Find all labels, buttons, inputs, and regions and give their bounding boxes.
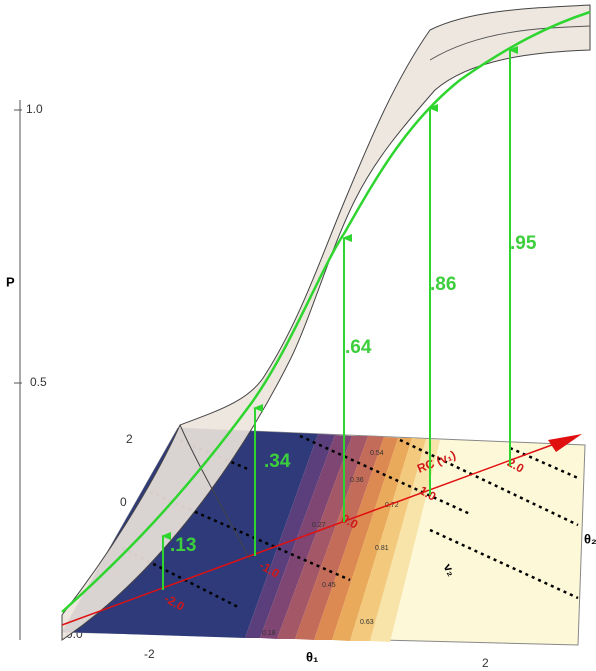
theta1-label: θ₁ xyxy=(306,649,318,664)
probability-label: .64 xyxy=(345,337,372,358)
contour-label: 0.54 xyxy=(370,450,384,457)
probability-label: .95 xyxy=(510,233,537,254)
contour-label: 0.18 xyxy=(262,630,276,637)
dotted-line xyxy=(429,528,579,600)
rc-arrowhead xyxy=(548,434,582,452)
p-tick: 1.0 xyxy=(26,102,43,116)
probability-label: .13 xyxy=(170,535,196,556)
contour-label: 0.36 xyxy=(350,477,364,484)
dotted-line xyxy=(399,438,579,527)
dotted-line xyxy=(299,434,471,516)
band xyxy=(350,438,426,641)
theta1-tick: -2 xyxy=(144,647,155,661)
surface-band xyxy=(61,4,591,641)
band xyxy=(295,436,384,640)
band xyxy=(370,439,440,642)
band xyxy=(260,435,352,639)
contour-label: 0.45 xyxy=(322,582,336,589)
band xyxy=(314,437,398,640)
contour-label: 0.72 xyxy=(385,502,399,509)
probability-label: .34 xyxy=(264,451,291,472)
arrows xyxy=(161,46,518,590)
p-label: P xyxy=(6,274,15,289)
band xyxy=(332,438,412,641)
theta2-tick: 0 xyxy=(120,495,127,509)
dotted-line xyxy=(509,446,579,480)
contour-label: 0.63 xyxy=(360,619,374,626)
theta2-tick: 2 xyxy=(126,432,133,446)
theta2-label: θ₂ xyxy=(584,531,596,546)
surface-edge xyxy=(179,424,251,561)
band xyxy=(277,436,368,639)
p-tick: 0.5 xyxy=(30,375,47,389)
surface-midline xyxy=(429,25,591,61)
dotted-line xyxy=(179,438,251,472)
theta1-tick: 2 xyxy=(482,656,489,670)
rc-axis xyxy=(61,441,561,626)
green-curve xyxy=(61,10,591,613)
probability-label: .86 xyxy=(430,274,456,295)
band xyxy=(245,434,335,638)
contour-label: 0.81 xyxy=(375,545,389,552)
contour-label: 0.27 xyxy=(312,522,326,529)
